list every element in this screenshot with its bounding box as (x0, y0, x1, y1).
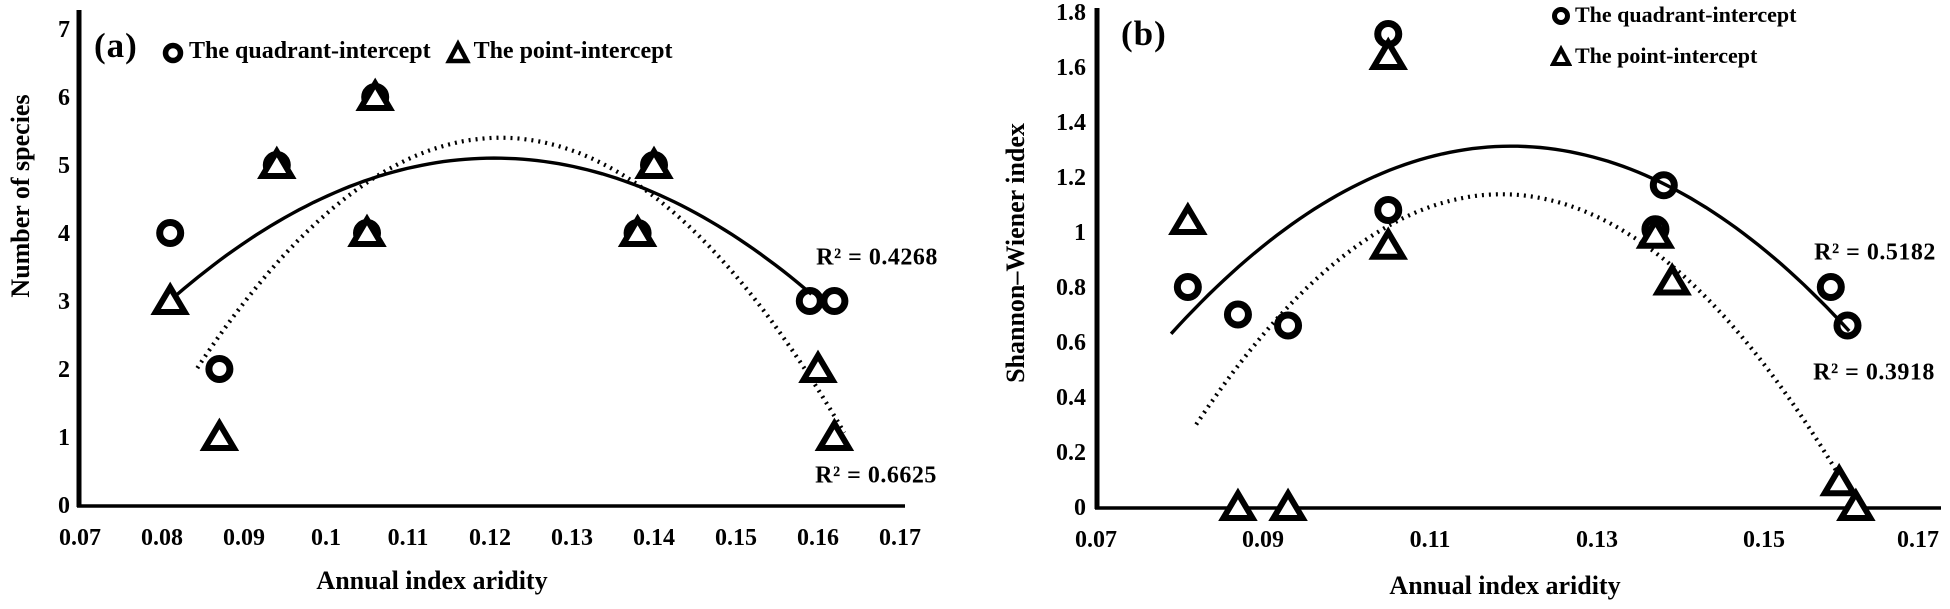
svg-text:1: 1 (58, 425, 70, 451)
svg-text:0.08: 0.08 (141, 525, 183, 551)
svg-text:0.15: 0.15 (1743, 527, 1785, 553)
panel-a-legend: The quadrant-intercept The point-interce… (160, 38, 672, 65)
svg-text:0.14: 0.14 (633, 525, 675, 551)
svg-text:0.2: 0.2 (1056, 440, 1086, 466)
panel-b-r2-solid-annotation: R² = 0.5182 (1814, 239, 1936, 266)
svg-text:1.2: 1.2 (1056, 165, 1086, 191)
svg-text:1: 1 (1074, 220, 1086, 246)
svg-text:0.07: 0.07 (59, 525, 101, 551)
panel-b-plot-area: 0.07 0.09 0.11 0.13 0.15 0.17 0 0.2 0.4 0.6 0.8 1 1.… (1056, 0, 1941, 553)
legend-label-point: The point-intercept (473, 38, 673, 64)
panel-a-r2-solid-annotation: R² = 0.4268 (816, 244, 938, 271)
svg-text:1.6: 1.6 (1056, 55, 1086, 81)
svg-text:0.4: 0.4 (1056, 385, 1086, 411)
circle-marker-icon (1552, 7, 1570, 25)
circle-marker-icon (162, 42, 184, 63)
svg-text:0.17: 0.17 (1897, 527, 1939, 553)
svg-text:0.13: 0.13 (551, 525, 593, 551)
panel-b-legend: The quadrant-intercept The point-interce… (1550, 2, 1796, 69)
svg-text:0.15: 0.15 (715, 525, 757, 551)
svg-text:1.8: 1.8 (1056, 0, 1086, 26)
legend-entry-point-intercept: The point-intercept (444, 38, 673, 65)
svg-text:0.09: 0.09 (1242, 527, 1284, 553)
panel-a-x-axis-title: Annual index aridity (316, 566, 548, 595)
svg-text:4: 4 (58, 221, 70, 247)
svg-text:6: 6 (58, 85, 70, 111)
svg-text:0.07: 0.07 (1075, 527, 1117, 553)
svg-text:0.6: 0.6 (1056, 330, 1086, 356)
panel-a-y-axis-title: Number of species (6, 94, 35, 298)
svg-text:0: 0 (58, 493, 70, 519)
svg-text:0.8: 0.8 (1056, 275, 1086, 301)
svg-text:0.11: 0.11 (388, 525, 429, 551)
panel-a-r2-dotted-annotation: R² = 0.6625 (815, 462, 937, 489)
svg-text:0.13: 0.13 (1576, 527, 1618, 553)
panel-a-plot-area: 0.07 0.08 0.09 0.1 0.11 0.12 0.13 0.14 0.15 0.16 0… (58, 10, 921, 551)
panel-b-label: (b) (1121, 14, 1167, 53)
svg-text:2: 2 (58, 357, 70, 383)
svg-text:1.4: 1.4 (1056, 110, 1086, 136)
legend-label-quadrant: The quadrant-intercept (189, 38, 431, 64)
legend-label-quadrant-b: The quadrant-intercept (1575, 2, 1797, 27)
svg-text:0.09: 0.09 (223, 525, 265, 551)
panel-b-r2-dotted-annotation: R² = 0.3918 (1813, 359, 1935, 386)
legend-entry-quadrant-intercept: The quadrant-intercept (160, 38, 431, 65)
triangle-marker-icon (1550, 45, 1572, 66)
svg-text:7: 7 (58, 17, 70, 43)
svg-text:0.16: 0.16 (797, 525, 839, 551)
svg-text:0: 0 (1074, 495, 1086, 521)
svg-text:3: 3 (58, 289, 70, 315)
svg-text:0.17: 0.17 (879, 525, 921, 551)
svg-text:0.12: 0.12 (469, 525, 511, 551)
legend-entry-point-intercept-b: The point-intercept (1550, 43, 1757, 69)
svg-text:0.1: 0.1 (311, 525, 341, 551)
panel-b-x-axis-title: Annual index aridity (1389, 571, 1621, 600)
panel-b-y-axis-title: Shannon–Wiener index (1001, 123, 1030, 383)
triangle-marker-icon (444, 38, 471, 63)
legend-label-point-b: The point-intercept (1575, 43, 1758, 68)
panel-a-label: (a) (94, 26, 138, 65)
svg-text:5: 5 (58, 153, 70, 179)
svg-text:0.11: 0.11 (1410, 527, 1451, 553)
legend-entry-quadrant-intercept-b: The quadrant-intercept (1550, 2, 1796, 28)
